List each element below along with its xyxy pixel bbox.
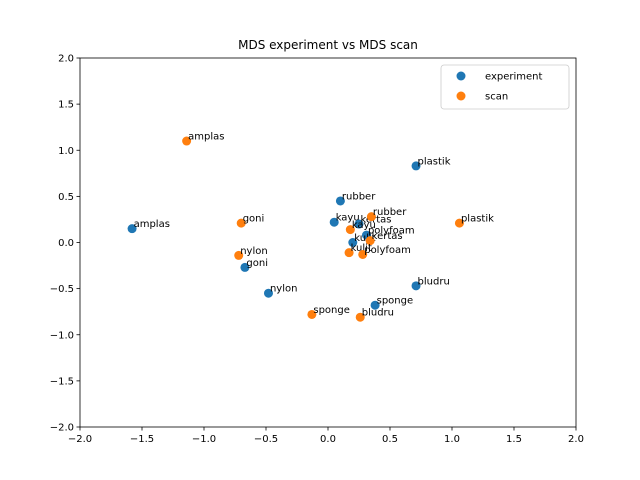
y-tick-label: −2.0 bbox=[50, 423, 74, 434]
point-label: nylon bbox=[240, 246, 268, 257]
y-tick-label: 0.0 bbox=[58, 238, 74, 249]
chart-title: MDS experiment vs MDS scan bbox=[238, 38, 418, 52]
point-label: amplas bbox=[134, 219, 170, 230]
point-label: kayu bbox=[352, 220, 376, 231]
point-label: rubber bbox=[373, 207, 407, 218]
point-label: kertas bbox=[361, 215, 392, 226]
data-point bbox=[345, 225, 355, 235]
legend-label: experiment bbox=[485, 72, 543, 83]
point-label: bludru bbox=[418, 276, 450, 287]
data-point bbox=[366, 212, 376, 222]
data-point bbox=[236, 218, 246, 228]
data-point bbox=[182, 136, 192, 146]
x-tick-label: −1.5 bbox=[130, 434, 154, 445]
legend-marker bbox=[456, 91, 466, 101]
data-point bbox=[263, 288, 273, 298]
data-point bbox=[335, 196, 345, 206]
legend-marker bbox=[456, 71, 466, 81]
x-tick-label: 1.0 bbox=[444, 434, 460, 445]
data-point bbox=[329, 217, 339, 227]
data-point bbox=[348, 238, 358, 247]
point-label: goni bbox=[243, 214, 265, 225]
point-label: amplas bbox=[188, 132, 224, 143]
point-label: rubber bbox=[342, 191, 376, 202]
point-label: plastik bbox=[418, 156, 451, 167]
data-point bbox=[355, 312, 365, 322]
data-point bbox=[307, 309, 317, 319]
point-label: plastik bbox=[461, 214, 494, 225]
point-label: goni bbox=[246, 258, 268, 269]
y-tick-label: 1.5 bbox=[58, 100, 74, 111]
point-label: kulit bbox=[354, 233, 375, 244]
data-point bbox=[411, 281, 421, 291]
y-tick-label: 1.0 bbox=[58, 146, 74, 157]
point-label: kulit bbox=[351, 243, 372, 254]
point-label: kertas bbox=[372, 231, 403, 242]
data-point bbox=[354, 219, 364, 229]
data-point bbox=[234, 250, 244, 260]
data-point bbox=[240, 262, 250, 272]
y-tick-label: −1.0 bbox=[50, 330, 74, 341]
y-tick-label: −1.5 bbox=[50, 376, 74, 387]
x-tick-label: 1.5 bbox=[506, 434, 522, 445]
legend: experiment scan bbox=[440, 64, 570, 110]
y-tick-label: 0.5 bbox=[58, 192, 74, 203]
point-label: kayu bbox=[336, 213, 360, 224]
x-tick-label: 0.5 bbox=[382, 434, 398, 445]
data-point bbox=[344, 248, 354, 258]
point-label: polyfoam bbox=[364, 245, 411, 256]
y-tick-label: 2.0 bbox=[58, 54, 74, 65]
x-tick-label: −2.0 bbox=[68, 434, 92, 445]
point-label: nylon bbox=[270, 284, 298, 295]
data-point bbox=[365, 236, 375, 246]
data-point bbox=[370, 300, 380, 310]
data-point bbox=[454, 218, 464, 228]
data-point bbox=[358, 249, 368, 259]
legend-label: scan bbox=[485, 92, 508, 103]
y-tick-label: −0.5 bbox=[50, 284, 74, 295]
axes: −2.0 −1.5 −1.0 −0.5 0.0 0.5 1.0 1.5 2.0 −2.0 −1.5 −… bbox=[50, 54, 584, 446]
data-point bbox=[127, 224, 137, 234]
x-tick-label: −0.5 bbox=[254, 434, 278, 445]
legend-box bbox=[440, 64, 570, 110]
point-label: sponge bbox=[377, 296, 414, 307]
point-label: polyfoam bbox=[368, 226, 415, 237]
data-point bbox=[411, 161, 421, 171]
x-tick-label: 0.0 bbox=[320, 434, 336, 445]
x-tick-label: −1.0 bbox=[192, 434, 216, 445]
x-tick-label: 2.0 bbox=[568, 434, 584, 445]
point-label: sponge bbox=[313, 305, 350, 316]
point-label: bludru bbox=[362, 308, 394, 319]
